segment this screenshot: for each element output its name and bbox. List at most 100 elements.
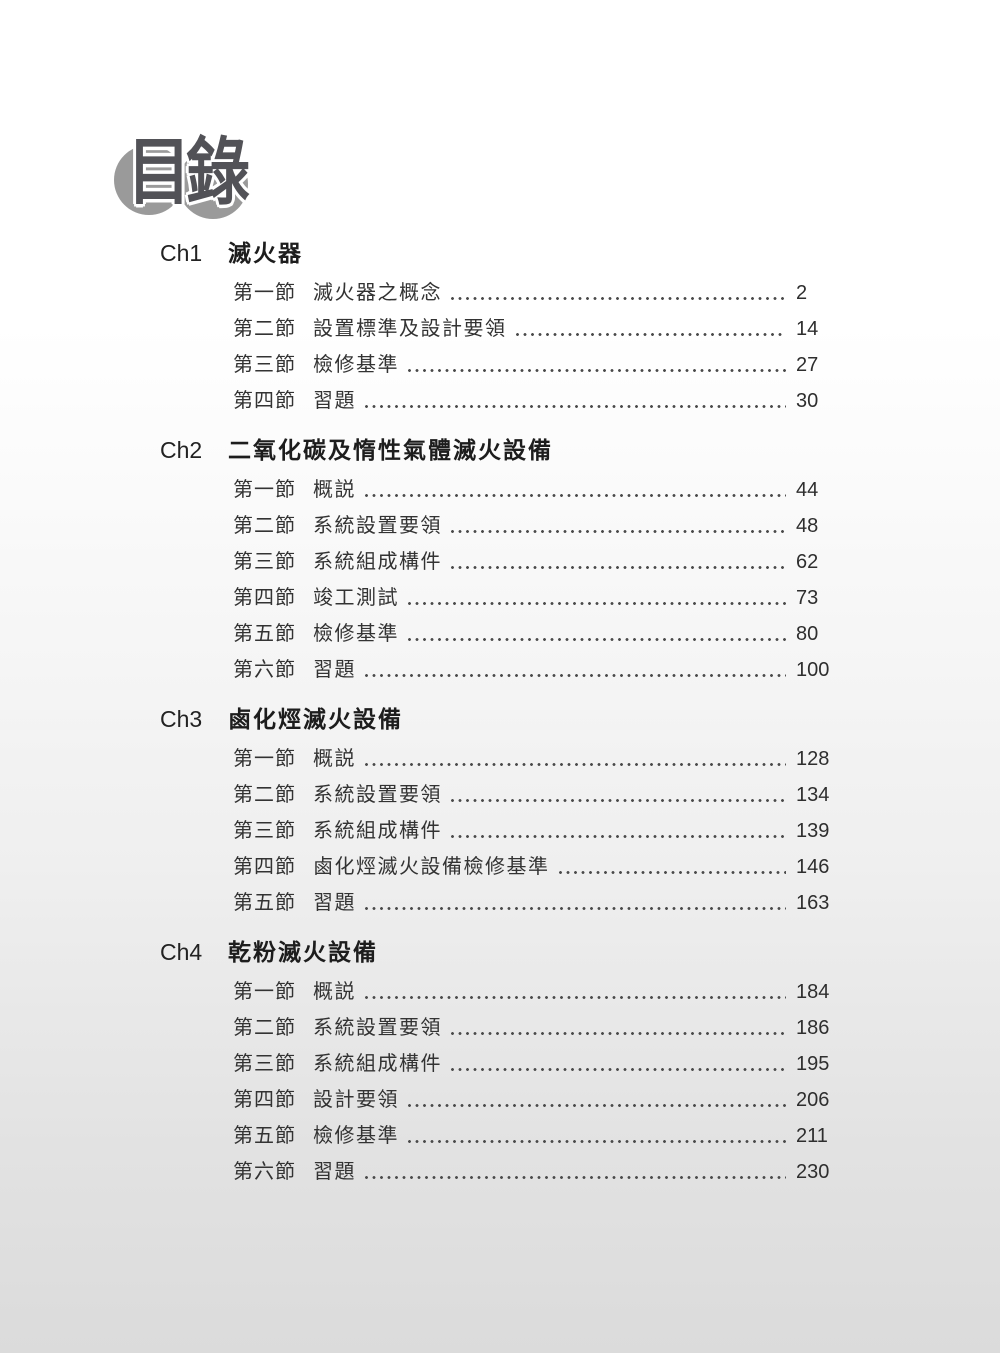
chapter-title: 鹵化烴滅火設備	[228, 706, 403, 732]
toc-row: 第四節 設計要領 206	[233, 1082, 1000, 1118]
logo-circle-left	[114, 145, 184, 215]
section-page-number: 80	[796, 623, 819, 645]
chapter-block: Ch3 鹵化烴滅火設備 第一節 概説 128 第二節 系統設置要領 134 第三…	[160, 704, 1000, 921]
section-entry: 第四節 鹵化烴滅火設備檢修基準	[233, 849, 790, 885]
section-page-number: 230	[796, 1161, 830, 1183]
section-title: 設置標準及設計要領	[313, 318, 507, 340]
section-title: 系統組成構件	[313, 551, 442, 573]
section-entry: 第一節 滅火器之概念	[233, 275, 790, 311]
section-title: 設計要領	[313, 1089, 399, 1111]
dot-leader	[365, 763, 786, 766]
toc: Ch1 滅火器 第一節 滅火器之概念 2 第二節 設置標準及設計要領 14 第三…	[160, 238, 1000, 1190]
toc-row: 第五節 檢修基準 211	[233, 1118, 1000, 1154]
section-entry: 第一節 概説	[233, 472, 790, 508]
section-entry: 第三節 系統組成構件	[233, 1046, 790, 1082]
section-title: 概説	[313, 748, 356, 770]
section-label: 第三節	[233, 354, 296, 376]
toc-row: 第三節 系統組成構件 139	[233, 813, 1000, 849]
section-page-number: 134	[796, 784, 830, 806]
section-entry: 第一節 概説	[233, 974, 790, 1010]
chapter-header: Ch3 鹵化烴滅火設備	[160, 704, 1000, 734]
section-entry: 第五節 習題	[233, 885, 790, 921]
section-title: 習題	[313, 892, 356, 914]
chapter-label: Ch3	[160, 706, 203, 732]
section-label: 第四節	[233, 1089, 296, 1111]
section-label: 第四節	[233, 390, 296, 412]
section-entry: 第四節 竣工測試	[233, 580, 790, 616]
section-label: 第一節	[233, 479, 296, 501]
section-page-number: 48	[796, 515, 819, 537]
section-title: 檢修基準	[313, 1125, 399, 1147]
section-title: 系統設置要領	[313, 1017, 442, 1039]
section-label: 第一節	[233, 748, 296, 770]
section-title: 滅火器之概念	[313, 282, 442, 304]
section-page-number: 186	[796, 1017, 830, 1039]
section-label: 第一節	[233, 981, 296, 1003]
section-label: 第六節	[233, 659, 296, 681]
section-entry: 第三節 系統組成構件	[233, 813, 790, 849]
toc-row: 第二節 系統設置要領 134	[233, 777, 1000, 813]
section-label: 第三節	[233, 1053, 296, 1075]
section-page-number: 163	[796, 892, 830, 914]
dot-leader	[451, 566, 786, 569]
dot-leader	[451, 835, 786, 838]
section-page-number: 195	[796, 1053, 830, 1075]
chapter-title: 滅火器	[228, 240, 303, 266]
dot-leader	[365, 907, 786, 910]
toc-row: 第三節 系統組成構件 195	[233, 1046, 1000, 1082]
dot-leader	[451, 297, 786, 300]
chapter-block: Ch2 二氧化碳及惰性氣體滅火設備 第一節 概説 44 第二節 系統設置要領 4…	[160, 435, 1000, 688]
toc-row: 第一節 概説 184	[233, 974, 1000, 1010]
toc-row: 第二節 系統設置要領 186	[233, 1010, 1000, 1046]
section-page-number: 146	[796, 856, 830, 878]
section-label: 第四節	[233, 587, 296, 609]
dot-leader	[408, 602, 786, 605]
section-title: 概説	[313, 479, 356, 501]
section-label: 第四節	[233, 856, 296, 878]
toc-row: 第四節 竣工測試 73	[233, 580, 1000, 616]
section-title: 系統組成構件	[313, 1053, 442, 1075]
toc-logo: 目錄	[112, 130, 272, 230]
dot-leader	[558, 871, 786, 874]
dot-leader	[365, 996, 786, 999]
section-entry: 第四節 習題	[233, 383, 790, 419]
section-page-number: 139	[796, 820, 830, 842]
dot-leader	[515, 333, 786, 336]
section-title: 系統設置要領	[313, 515, 442, 537]
section-title: 檢修基準	[313, 354, 399, 376]
section-title: 習題	[313, 390, 356, 412]
section-entry: 第三節 系統組成構件	[233, 544, 790, 580]
dot-leader	[408, 1104, 786, 1107]
chapter-block: Ch1 滅火器 第一節 滅火器之概念 2 第二節 設置標準及設計要領 14 第三…	[160, 238, 1000, 419]
toc-row: 第二節 系統設置要領 48	[233, 508, 1000, 544]
chapter-header: Ch4 乾粉滅火設備	[160, 937, 1000, 967]
section-entry: 第五節 檢修基準	[233, 1118, 790, 1154]
toc-row: 第五節 檢修基準 80	[233, 616, 1000, 652]
chapter-label: Ch4	[160, 939, 203, 965]
section-title: 習題	[313, 659, 356, 681]
section-label: 第五節	[233, 623, 296, 645]
section-label: 第二節	[233, 515, 296, 537]
section-title: 系統設置要領	[313, 784, 442, 806]
section-label: 第一節	[233, 282, 296, 304]
section-label: 第三節	[233, 820, 296, 842]
section-page-number: 73	[796, 587, 819, 609]
section-page-number: 44	[796, 479, 819, 501]
section-page-number: 184	[796, 981, 830, 1003]
toc-row: 第一節 滅火器之概念 2	[233, 275, 1000, 311]
dot-leader	[408, 638, 786, 641]
section-entry: 第三節 檢修基準	[233, 347, 790, 383]
section-entry: 第二節 系統設置要領	[233, 777, 790, 813]
chapter-header: Ch1 滅火器	[160, 238, 1000, 268]
section-title: 習題	[313, 1161, 356, 1183]
chapter-title: 二氧化碳及惰性氣體滅火設備	[228, 437, 553, 463]
chapter-header: Ch2 二氧化碳及惰性氣體滅火設備	[160, 435, 1000, 465]
section-page-number: 27	[796, 354, 819, 376]
section-label: 第五節	[233, 892, 296, 914]
section-label: 第三節	[233, 551, 296, 573]
chapter-block: Ch4 乾粉滅火設備 第一節 概説 184 第二節 系統設置要領 186 第三節…	[160, 937, 1000, 1190]
chapter-sections: 第一節 概説 128 第二節 系統設置要領 134 第三節 系統組成構件 139…	[160, 741, 1000, 921]
dot-leader	[365, 405, 786, 408]
toc-row: 第二節 設置標準及設計要領 14	[233, 311, 1000, 347]
